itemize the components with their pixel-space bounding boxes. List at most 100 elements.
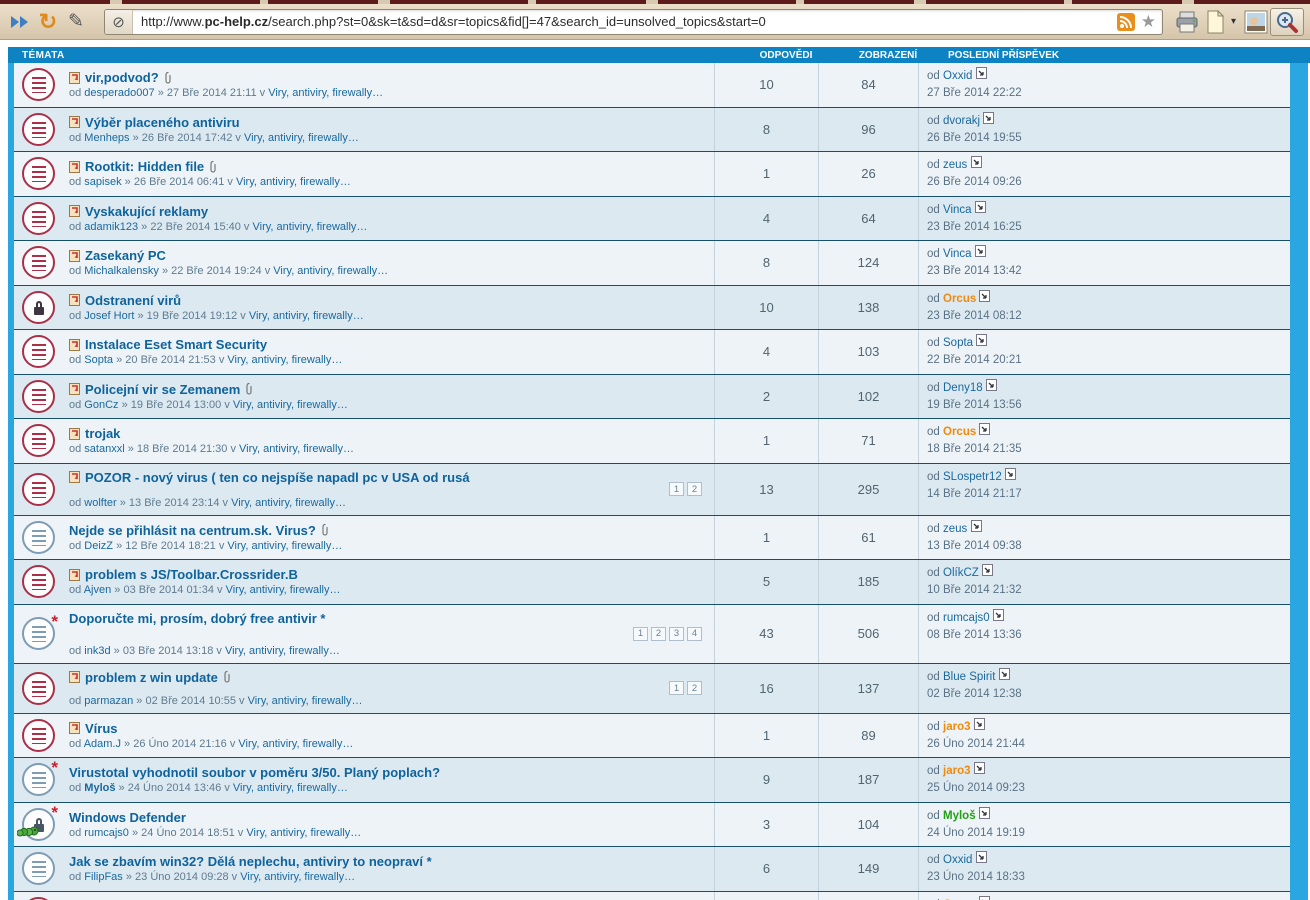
topic-author-link[interactable]: adamik123 xyxy=(84,220,139,233)
last-post-author-link[interactable]: Sopta xyxy=(943,337,974,349)
forum-link[interactable]: Viry, antiviry, firewally… xyxy=(273,265,389,278)
zoom-icon[interactable] xyxy=(1270,7,1304,36)
new-post-flag-icon[interactable] xyxy=(69,338,80,351)
goto-last-post-icon[interactable] xyxy=(992,608,1004,621)
new-post-flag-icon[interactable] xyxy=(69,722,80,735)
goto-last-post-icon[interactable] xyxy=(983,111,995,124)
goto-last-post-icon[interactable] xyxy=(975,67,987,79)
last-post-author-link[interactable]: jaro3 xyxy=(943,720,971,733)
goto-last-post-icon[interactable] xyxy=(985,378,997,391)
chevron-down-icon[interactable]: ▾ xyxy=(1230,16,1236,27)
topic-author-link[interactable]: Josef Hort xyxy=(84,309,135,322)
topic-title-link[interactable]: Virustotal vyhodnotil soubor v poměru 3/… xyxy=(69,765,441,781)
topic-title-link[interactable]: Windows Defender xyxy=(69,809,186,825)
last-post-author-link[interactable]: rumcajs0 xyxy=(943,611,990,624)
topic-title-link[interactable]: Policejní vir se Zemanem xyxy=(85,381,241,397)
goto-last-post-icon[interactable] xyxy=(970,156,982,168)
last-post-author-link[interactable]: zeus xyxy=(943,522,968,535)
forum-link[interactable]: Viry, antiviry, firewally… xyxy=(227,354,343,367)
topic-author-link[interactable]: satanxxl xyxy=(84,443,125,456)
goto-last-post-icon[interactable] xyxy=(974,245,986,257)
pencil-icon[interactable]: ✎ xyxy=(68,11,84,32)
last-post-author-link[interactable]: Orcus xyxy=(943,292,977,305)
goto-last-post-icon[interactable] xyxy=(978,806,990,819)
goto-last-post-icon[interactable] xyxy=(998,667,1010,680)
topic-author-link[interactable]: desperado007 xyxy=(84,87,155,100)
star-icon[interactable]: ★ xyxy=(1140,11,1156,31)
goto-last-post-icon[interactable] xyxy=(970,519,982,532)
forum-link[interactable]: Viry, antiviry, firewally… xyxy=(224,644,340,657)
forum-link[interactable]: Viry, antiviry, firewally… xyxy=(225,584,341,597)
forum-link[interactable]: Viry, antiviry, firewally… xyxy=(240,871,356,884)
goto-last-post-icon[interactable] xyxy=(974,200,986,213)
forum-link[interactable]: Viry, antiviry, firewally… xyxy=(227,539,343,552)
topic-title-link[interactable]: Zasekaný PC xyxy=(85,248,166,264)
topic-title-link[interactable]: Doporučte mi, prosím, dobrý free antivir… xyxy=(69,610,326,626)
new-post-flag-icon[interactable] xyxy=(69,383,80,396)
forum-link[interactable]: Viry, antiviry, firewally… xyxy=(239,443,354,456)
topic-author-link[interactable]: Menheps xyxy=(84,131,130,144)
topic-author-link[interactable]: ink3d xyxy=(84,644,111,657)
rss-icon[interactable] xyxy=(1116,12,1135,31)
topic-author-link[interactable]: Adam.J xyxy=(83,737,121,750)
topic-author-link[interactable]: Michalkalensky xyxy=(84,265,159,278)
forum-link[interactable]: Viry, antiviry, firewally… xyxy=(238,737,354,750)
last-post-author-link[interactable]: Orcus xyxy=(943,899,976,900)
forum-link[interactable]: Viry, antiviry, firewally… xyxy=(243,131,359,144)
topic-title-link[interactable]: POZOR - nový virus ( ten co nejspíše nap… xyxy=(85,469,470,485)
topic-title-link[interactable]: vir,podvod? xyxy=(85,70,159,86)
new-post-flag-icon[interactable] xyxy=(69,205,80,218)
last-post-author-link[interactable]: Oxxid xyxy=(943,854,973,866)
new-post-flag-icon[interactable] xyxy=(69,294,80,307)
page-number-button[interactable]: 2 xyxy=(687,681,702,695)
goto-last-post-icon[interactable] xyxy=(975,851,987,863)
topic-title-link[interactable]: Jak se zbavím win32? Dělá neplechu, anti… xyxy=(69,854,432,870)
forum-link[interactable]: Viry, antiviry, firewally… xyxy=(247,694,363,707)
topic-title-link[interactable]: Nejde se přihlásit na centrum.sk. Virus? xyxy=(69,522,316,538)
forum-link[interactable]: Viry, antiviry, firewally… xyxy=(235,176,351,189)
new-page-icon[interactable] xyxy=(1201,8,1229,36)
image-icon[interactable] xyxy=(1242,8,1270,36)
last-post-author-link[interactable]: Oxxid xyxy=(943,70,973,82)
print-icon[interactable] xyxy=(1173,8,1201,36)
topic-title-link[interactable]: Odstranení virů xyxy=(85,292,182,308)
topic-author-link[interactable]: Sopta xyxy=(84,354,114,367)
site-icon[interactable]: ⊘ xyxy=(105,9,133,34)
forum-link[interactable]: Viry, antiviry, firewally… xyxy=(232,782,348,795)
new-post-flag-icon[interactable] xyxy=(69,160,80,173)
topic-author-link[interactable]: Myloš xyxy=(84,782,116,795)
topic-title-link[interactable]: problem s JS/Toolbar.Crossrider.B xyxy=(85,567,298,583)
new-post-flag-icon[interactable] xyxy=(69,116,80,129)
topic-title-link[interactable]: problem z win update xyxy=(85,669,218,685)
topic-author-link[interactable]: sapisek xyxy=(84,176,122,189)
topic-author-link[interactable]: parmazan xyxy=(84,694,134,707)
topic-title-link[interactable]: Vyskakující reklamy xyxy=(85,203,209,219)
page-number-button[interactable]: 3 xyxy=(669,626,684,641)
topic-title-link[interactable]: Instalace Eset Smart Security xyxy=(85,337,268,353)
refresh-icon[interactable]: ↻ xyxy=(38,8,58,34)
forum-link[interactable]: Viry, antiviry, firewally… xyxy=(232,398,348,411)
last-post-author-link[interactable]: Deny18 xyxy=(943,381,983,394)
last-post-author-link[interactable]: dvorakj xyxy=(943,114,981,127)
topic-title-link[interactable]: Rootkit: Hidden file xyxy=(85,159,205,175)
last-post-author-link[interactable]: SLospetr12 xyxy=(943,470,1002,483)
forward-icon[interactable] xyxy=(6,8,34,36)
goto-last-post-icon[interactable] xyxy=(979,895,991,900)
topic-author-link[interactable]: GonCz xyxy=(84,398,119,411)
last-post-author-link[interactable]: OlíkCZ xyxy=(943,567,979,579)
new-post-flag-icon[interactable] xyxy=(69,471,80,483)
topic-title-link[interactable]: CPUminerd.exe xyxy=(85,899,181,900)
goto-last-post-icon[interactable] xyxy=(973,762,985,774)
topic-title-link[interactable]: trojak xyxy=(85,426,121,442)
goto-last-post-icon[interactable] xyxy=(981,564,993,576)
page-number-button[interactable]: 1 xyxy=(669,482,684,496)
last-post-author-link[interactable]: Vinca xyxy=(943,203,972,216)
new-post-flag-icon[interactable] xyxy=(69,671,80,683)
forum-link[interactable]: Viry, antiviry, firewally… xyxy=(248,309,364,322)
forum-link[interactable]: Viry, antiviry, firewally… xyxy=(231,496,346,509)
page-number-button[interactable]: 2 xyxy=(687,482,702,496)
topic-title-link[interactable]: Vírus xyxy=(85,720,118,736)
page-number-button[interactable]: 2 xyxy=(651,626,666,641)
goto-last-post-icon[interactable] xyxy=(1005,467,1017,480)
goto-last-post-icon[interactable] xyxy=(979,289,991,302)
